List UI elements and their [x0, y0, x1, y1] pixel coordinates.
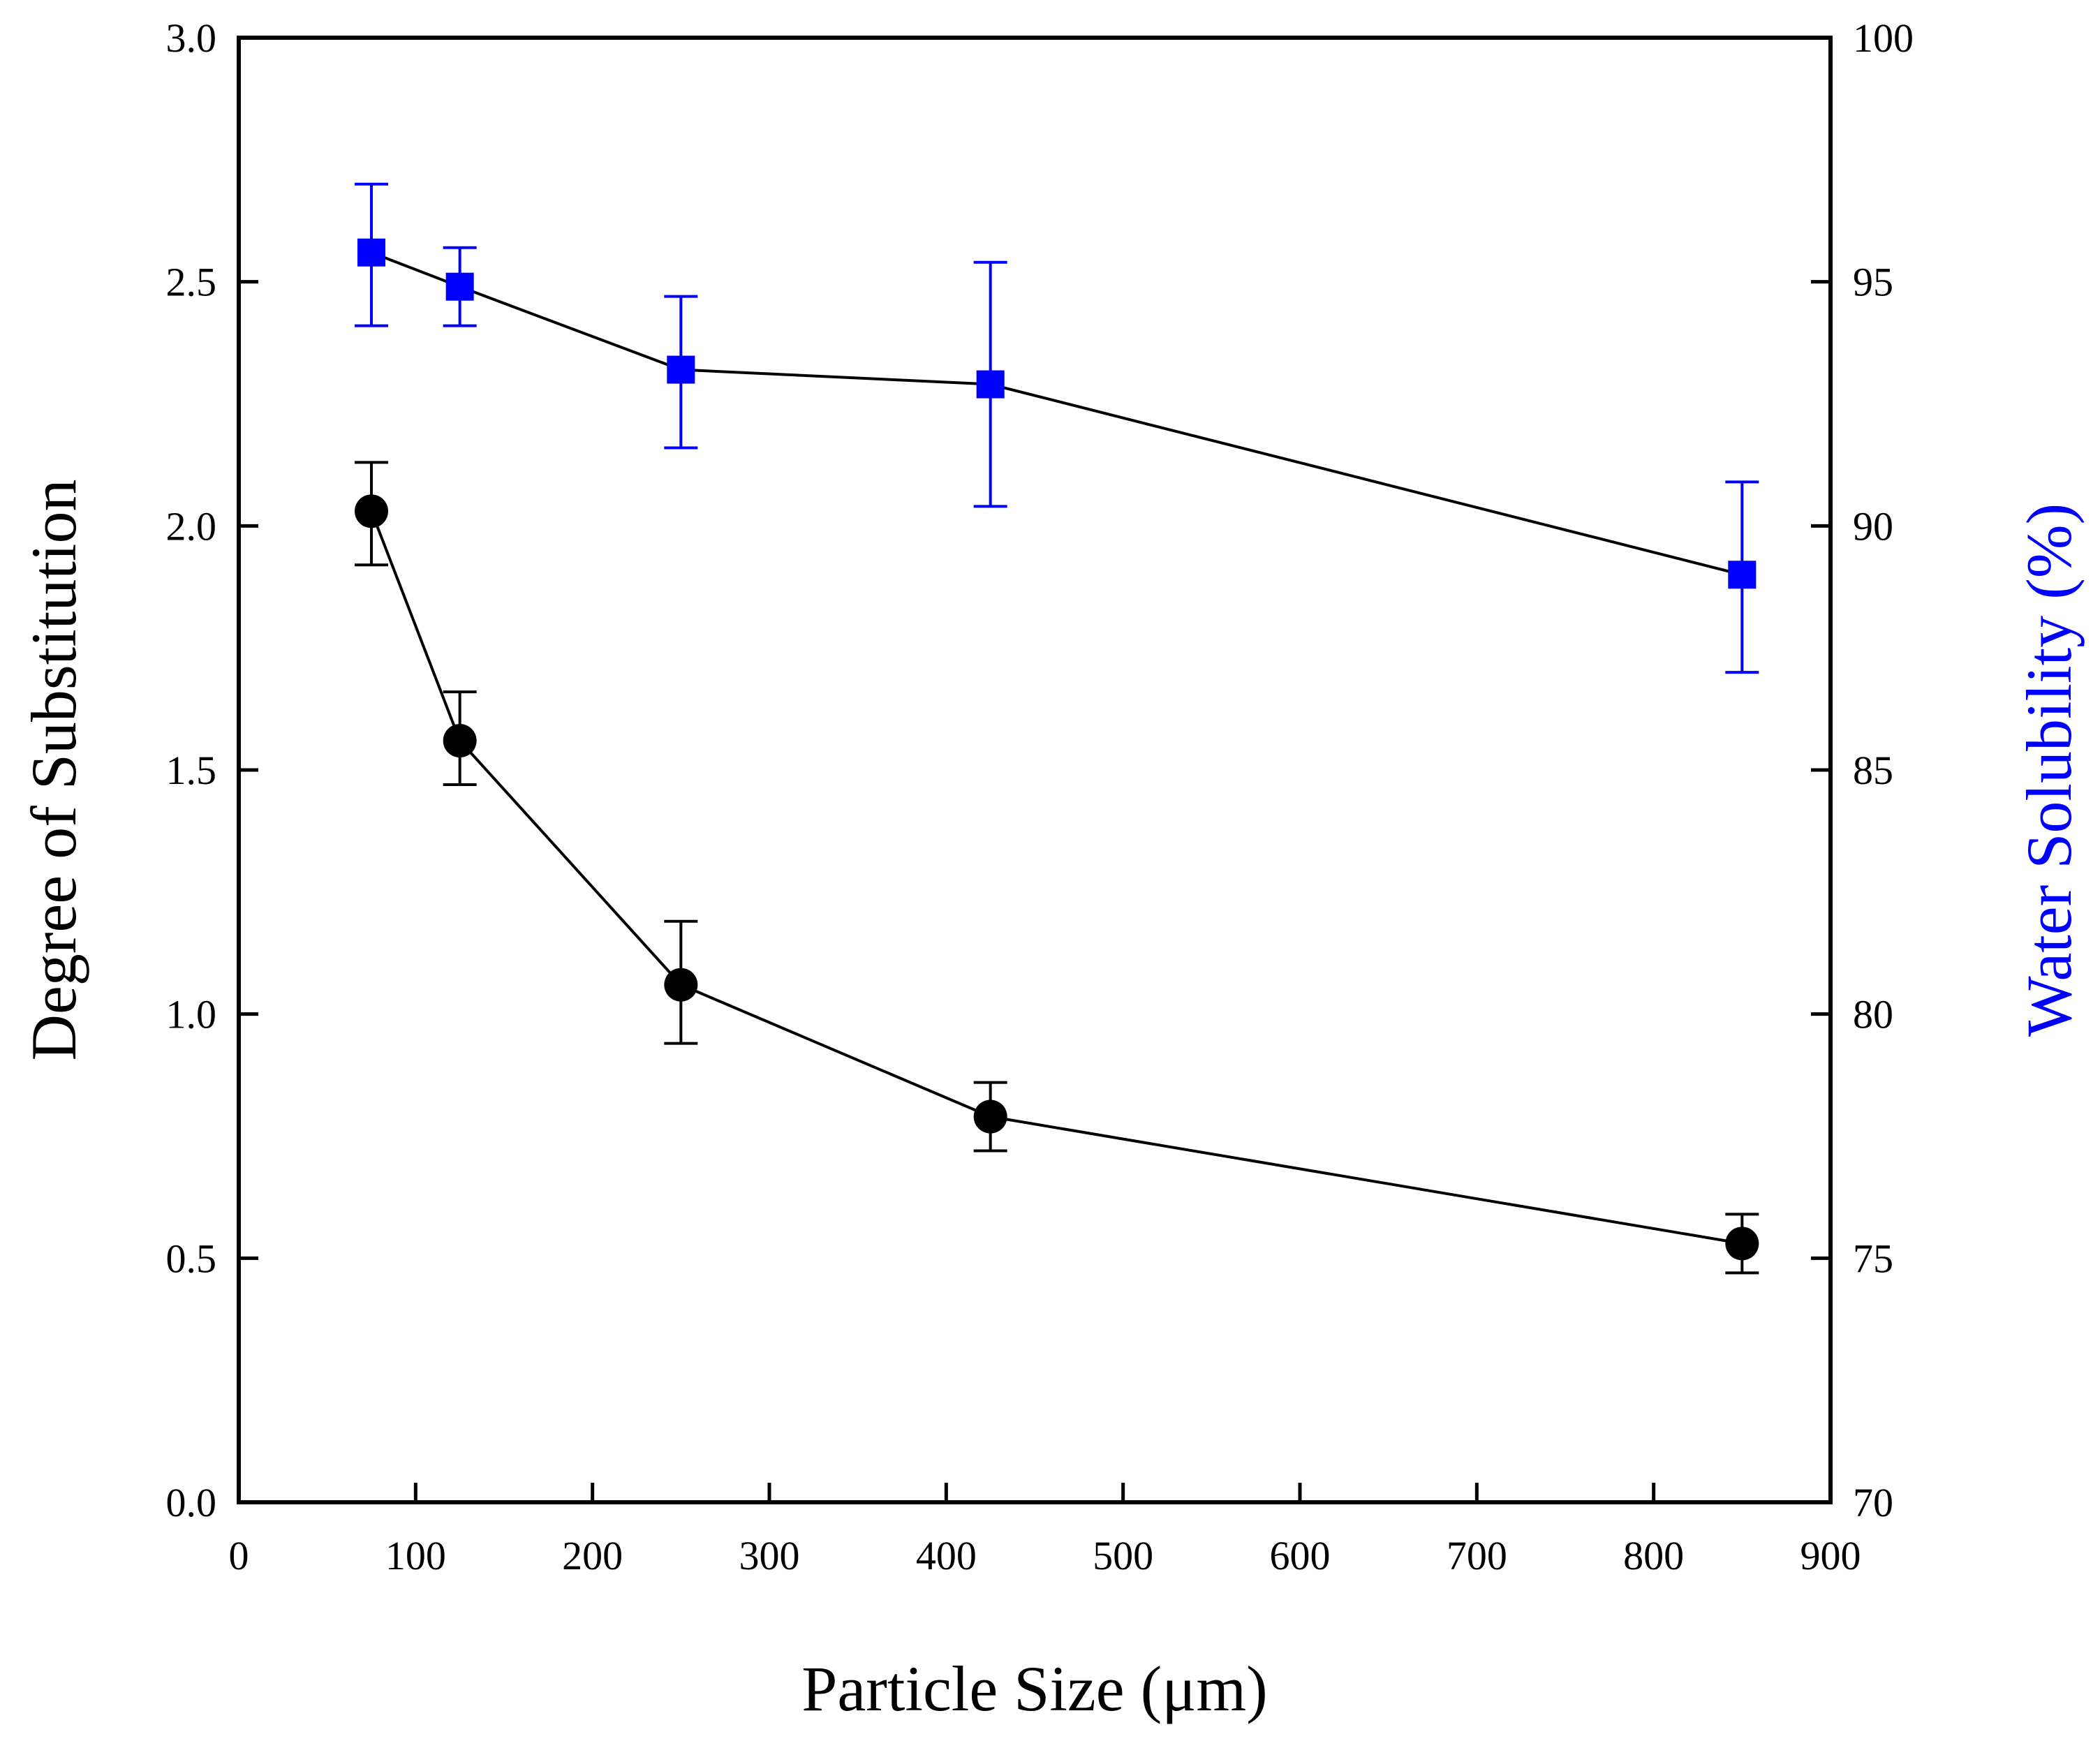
y2-tick-label: 100	[1853, 15, 1914, 61]
y-tick-label: 2.5	[166, 260, 217, 305]
y-axis-title: Degree of Substitution	[18, 480, 89, 1061]
series-layer	[355, 182, 1759, 1275]
x-tick-label: 800	[1623, 1533, 1684, 1578]
data-point-square	[667, 355, 695, 384]
x-tick-label: 0	[229, 1533, 249, 1578]
y2-tick-label: 90	[1853, 503, 1893, 549]
x-tick-label: 600	[1270, 1533, 1331, 1578]
x-tick-label: 200	[562, 1533, 623, 1578]
y-tick-label: 3.0	[166, 15, 217, 61]
y2-tick-label: 70	[1853, 1480, 1893, 1525]
series-line	[370, 510, 1743, 1245]
y-tick-label: 2.0	[166, 503, 217, 549]
series-water-solubility	[355, 182, 1759, 674]
ticks-layer	[239, 280, 1831, 1502]
series-line	[371, 251, 1743, 577]
y-tick-label: 0.0	[166, 1480, 217, 1525]
data-point-square	[445, 272, 474, 301]
x-tick-label: 700	[1447, 1533, 1507, 1578]
y-tick-label: 1.5	[166, 748, 217, 793]
x-tick-label: 900	[1800, 1533, 1861, 1578]
data-point-square	[976, 370, 1005, 399]
y-tick-label: 0.5	[166, 1236, 217, 1281]
data-point-square	[1728, 561, 1757, 589]
y2-tick-label: 80	[1853, 992, 1893, 1037]
data-point-circle	[443, 724, 477, 758]
x-tick-label: 500	[1093, 1533, 1153, 1578]
data-point-circle	[355, 494, 388, 528]
y2-tick-label: 75	[1853, 1236, 1893, 1281]
data-point-circle	[664, 968, 698, 1002]
data-point-square	[357, 238, 385, 267]
y-tick-label: 1.0	[166, 992, 217, 1037]
x-axis-title: Particle Size (μm)	[801, 1653, 1268, 1724]
x-tick-label: 400	[916, 1533, 977, 1578]
data-point-circle	[973, 1099, 1007, 1134]
series-degree-of-substitution	[355, 461, 1759, 1275]
data-point-circle	[1725, 1227, 1759, 1261]
x-tick-label: 100	[385, 1533, 446, 1578]
y2-axis-title: Water Solubility (%)	[2013, 503, 2085, 1037]
y2-tick-label: 85	[1853, 748, 1893, 793]
labels-layer: 0 100 200 300 400 500 600 700 800 900 0.0 0.5 1.0 1.5…	[166, 15, 1914, 1578]
x-tick-label: 300	[739, 1533, 800, 1578]
y2-tick-label: 95	[1853, 260, 1893, 305]
plot-frame	[237, 36, 1833, 1504]
